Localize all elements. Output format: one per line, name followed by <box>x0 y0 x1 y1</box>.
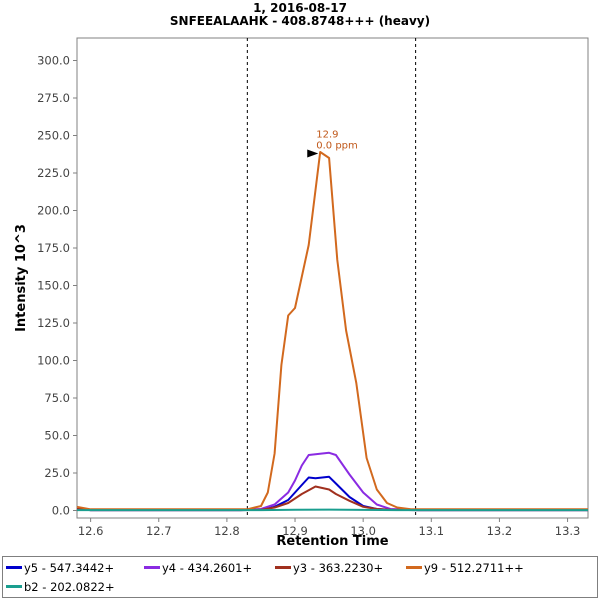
annotation-rt: 12.9 <box>316 130 338 141</box>
annotation-ppm: 0.0 ppm <box>316 141 358 152</box>
legend-swatch <box>6 585 22 588</box>
legend-label: y4 - 434.2601+ <box>162 561 253 575</box>
legend-swatch <box>406 566 422 569</box>
legend-swatch <box>6 566 22 569</box>
legend-label: y3 - 363.2230+ <box>293 561 384 575</box>
x-tick-label: 13.1 <box>418 524 444 538</box>
y-tick-label: 250.0 <box>37 129 70 143</box>
legend-swatch <box>144 566 160 569</box>
legend-label: b2 - 202.0822+ <box>24 580 115 594</box>
chart-subtitle: SNFEEALAAHK - 408.8748+++ (heavy) <box>169 14 431 28</box>
legend-label: y5 - 547.3442+ <box>24 561 115 575</box>
y-axis-label: Intensity 10^3 <box>14 224 29 332</box>
y-tick-label: 100.0 <box>37 354 70 368</box>
apex-marker-icon <box>307 149 319 158</box>
x-tick-label: 12.8 <box>214 524 240 538</box>
legend-label: y9 - 512.2711++ <box>424 561 524 575</box>
x-tick-label: 13.3 <box>555 524 581 538</box>
x-tick-label: 12.6 <box>78 524 104 538</box>
legend-item-2: y4 - 434.2601+ <box>144 561 252 575</box>
y-tick-label: 200.0 <box>37 204 70 218</box>
x-tick-label: 12.7 <box>146 524 172 538</box>
y-tick-label: 175.0 <box>37 241 70 255</box>
legend-swatch <box>275 566 291 569</box>
y-tick-label: 275.0 <box>37 91 70 105</box>
x-axis-label: Retention Time <box>276 534 388 549</box>
y-tick-label: 0.0 <box>52 504 70 518</box>
chromatogram-chart: 0.0 25.0 50.0 75.0 100.0 125.0 150.0 175.0 200.0… <box>14 37 589 549</box>
legend-item-4: y9 - 512.2711++ <box>406 561 524 575</box>
chart-legend: y5 - 547.3442+ y4 - 434.2601+ y3 - 363.223… <box>2 556 598 598</box>
y-tick-label: 25.0 <box>44 466 70 480</box>
y-tick-label: 50.0 <box>44 429 70 443</box>
y-tick-label: 225.0 <box>37 166 70 180</box>
series-line-5 <box>77 508 588 512</box>
y-tick-label: 75.0 <box>44 391 70 405</box>
y-tick-label: 150.0 <box>37 279 70 293</box>
x-tick-label: 12.9 <box>282 524 308 538</box>
plot-area <box>76 37 589 519</box>
legend-item-3: y3 - 363.2230+ <box>275 561 383 575</box>
x-tick-label: 13.2 <box>487 524 513 538</box>
x-tick-label: 13.0 <box>350 524 376 538</box>
legend-item-1: y5 - 547.3442+ <box>6 561 114 575</box>
y-tick-label: 125.0 <box>37 316 70 330</box>
y-tick-label: 300.0 <box>37 54 70 68</box>
chart-title: 1, 2016-08-17 <box>253 1 347 15</box>
legend-item-5: b2 - 202.0822+ <box>6 580 115 594</box>
